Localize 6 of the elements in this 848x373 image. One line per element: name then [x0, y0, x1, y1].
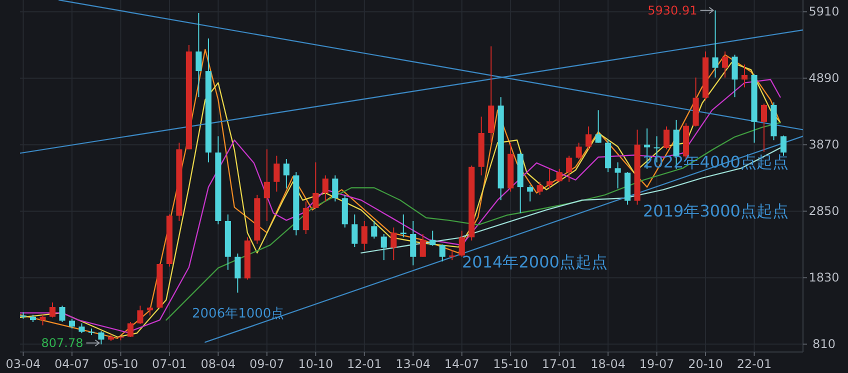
annotation: 2014年2000点起点 [462, 252, 608, 272]
annotation: 807.78 [41, 336, 84, 350]
annotation: 807.78 [41, 336, 100, 350]
annotation: 2019年3000点起点 [643, 202, 788, 220]
annotation: 5930.91 [648, 3, 698, 18]
annotation: 5930.91 [648, 3, 714, 18]
